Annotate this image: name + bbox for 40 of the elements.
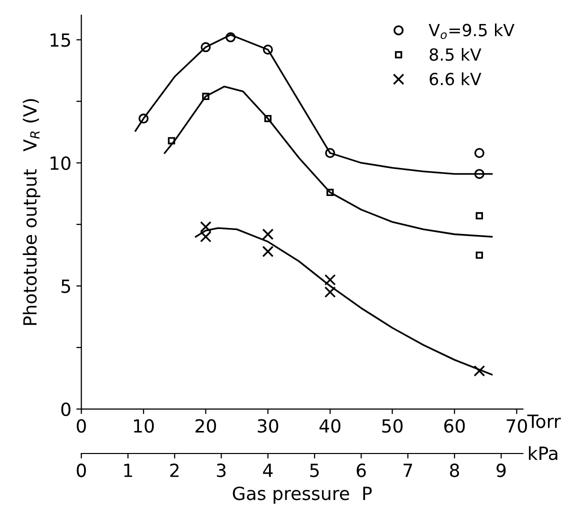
x2-axis-title: kPa: [528, 446, 558, 460]
point: [324, 274, 336, 286]
x2-tick-label: 7: [404, 464, 412, 477]
x-tick-label: 0: [76, 419, 86, 433]
x-tick-label: 20: [196, 419, 216, 433]
point: [200, 221, 212, 233]
legend-label: 8.5 kV: [430, 48, 482, 61]
point: [476, 212, 483, 220]
line-series: [164, 86, 493, 238]
point: [474, 365, 486, 377]
x2-tick-label: 3: [216, 464, 226, 478]
point: [262, 246, 274, 258]
legend-label: V$_{o}$=9.5 kV: [428, 23, 514, 40]
y-tick-label: 5: [62, 280, 70, 294]
x-tick-label: 10: [134, 419, 154, 433]
text: Gas pressure P: [232, 486, 372, 504]
y-tick-label: 15: [50, 33, 70, 47]
legend-label: 6.6 kV: [430, 72, 482, 86]
point: [200, 231, 212, 242]
y-tick-label: 10: [50, 156, 70, 170]
x2-tick-label: 9: [496, 464, 506, 478]
x2-tick-label: 0: [76, 464, 86, 478]
x2-tick-label: 2: [170, 464, 179, 477]
x-tick-label: 70: [506, 419, 527, 433]
x2-tick-label: 6: [356, 464, 366, 478]
x-axis-title: Torr: [527, 414, 561, 428]
y-axis-title: Phototube output V$_{R}$ (V): [22, 99, 40, 325]
point: [262, 228, 274, 240]
x-tick-label: 50: [382, 419, 403, 433]
x2-tick-label: 5: [310, 464, 319, 478]
y-tick-label: 0: [61, 402, 70, 416]
x2-tick-label: 4: [263, 464, 273, 477]
x-tick-label: 60: [444, 419, 465, 433]
x2-tick-label: 8: [450, 464, 460, 478]
x-tick-label: 30: [258, 419, 278, 433]
point: [476, 252, 483, 259]
x-tick-label: 40: [320, 419, 340, 433]
point: [474, 148, 484, 158]
point: [324, 286, 336, 298]
x2-tick-label: 1: [124, 464, 132, 477]
